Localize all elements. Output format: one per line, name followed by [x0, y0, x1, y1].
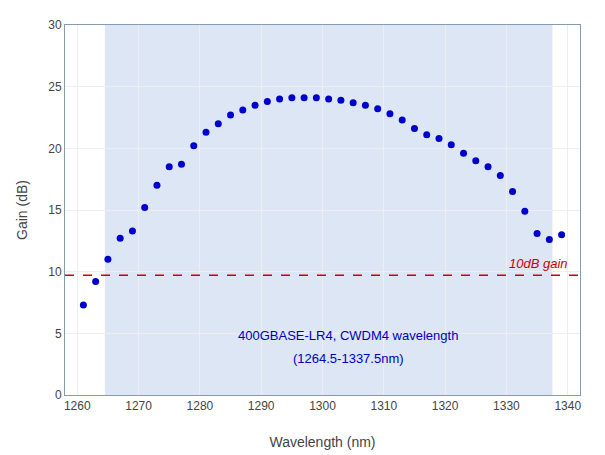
svg-text:5: 5	[55, 327, 62, 341]
svg-text:1290: 1290	[248, 399, 275, 413]
svg-text:400GBASE-LR4, CWDM4 wavelength: 400GBASE-LR4, CWDM4 wavelength	[238, 328, 458, 343]
svg-text:Gain (dB): Gain (dB)	[14, 180, 30, 240]
svg-text:1330: 1330	[493, 399, 520, 413]
svg-text:1280: 1280	[187, 399, 214, 413]
svg-text:1340: 1340	[554, 399, 581, 413]
svg-text:1310: 1310	[370, 399, 397, 413]
svg-text:1260: 1260	[64, 399, 91, 413]
svg-text:1270: 1270	[125, 399, 152, 413]
svg-text:15: 15	[48, 203, 62, 217]
svg-text:20: 20	[48, 142, 62, 156]
svg-text:10: 10	[48, 265, 62, 279]
svg-text:(1264.5-1337.5nm): (1264.5-1337.5nm)	[293, 351, 404, 366]
svg-text:Wavelength (nm): Wavelength (nm)	[269, 434, 375, 450]
svg-text:30: 30	[48, 18, 62, 32]
svg-text:10dB gain: 10dB gain	[509, 256, 568, 271]
svg-text:0: 0	[55, 388, 62, 402]
svg-text:25: 25	[48, 80, 62, 94]
svg-text:1320: 1320	[432, 399, 459, 413]
svg-text:1300: 1300	[309, 399, 336, 413]
